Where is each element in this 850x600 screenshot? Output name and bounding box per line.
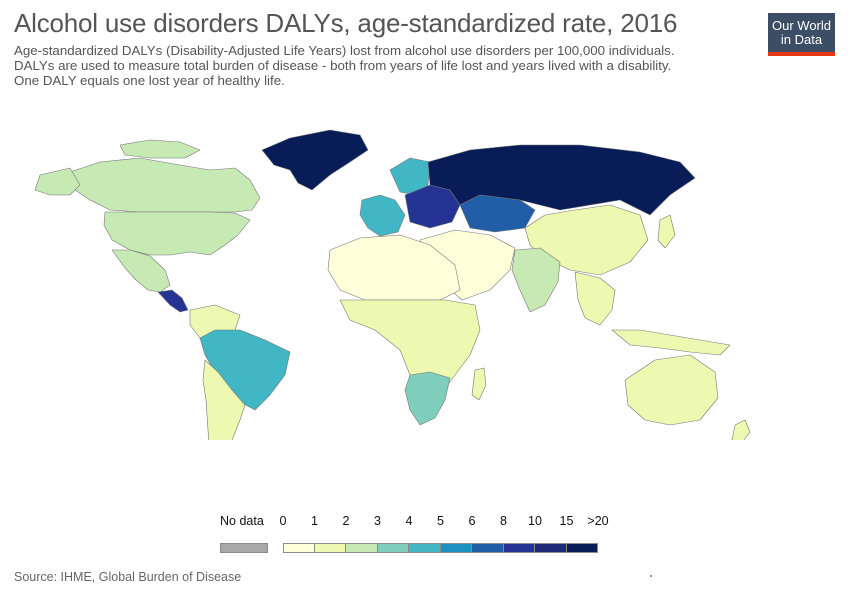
- region-new-zealand[interactable]: [731, 419, 751, 440]
- subtitle-line: DALYs are used to measure total burden o…: [14, 58, 672, 73]
- region-india[interactable]: [511, 247, 561, 313]
- region-sub-saharan-africa[interactable]: [339, 299, 481, 396]
- region-australia[interactable]: [624, 354, 719, 426]
- legend-bin[interactable]: [503, 543, 535, 553]
- chart-title: Alcohol use disorders DALYs, age-standar…: [14, 8, 678, 38]
- legend-bin[interactable]: [409, 543, 441, 553]
- region-canada[interactable]: [69, 157, 261, 213]
- legend-tick-label: 10: [528, 514, 542, 528]
- legend-bin[interactable]: [566, 543, 598, 553]
- no-data-swatch: [220, 543, 268, 553]
- legend-bin[interactable]: [472, 543, 504, 553]
- region-western-europe[interactable]: [359, 194, 406, 237]
- region-arctic-islands[interactable]: [119, 139, 201, 159]
- source-note: Source: IHME, Global Burden of Disease: [14, 570, 242, 584]
- region-mexico[interactable]: [111, 249, 171, 293]
- region-southeast-asia[interactable]: [574, 271, 616, 326]
- no-data-label: No data: [220, 514, 264, 528]
- region-japan[interactable]: [657, 214, 676, 249]
- region-united-states[interactable]: [103, 211, 251, 256]
- subtitle-line: Age-standardized DALYs (Disability-Adjus…: [14, 43, 675, 58]
- legend-bin[interactable]: [346, 543, 378, 553]
- subtitle-line: One DALY equals one lost year of healthy…: [14, 73, 285, 88]
- legend-bin[interactable]: [283, 543, 315, 553]
- region-indonesia[interactable]: [611, 329, 731, 356]
- color-legend: No data 0 1 2 3 4 5 6 8 10 15 >20: [0, 512, 850, 562]
- legend-bin[interactable]: [377, 543, 409, 553]
- region-alaska[interactable]: [34, 167, 81, 196]
- region-scandinavia[interactable]: [389, 157, 431, 196]
- region-madagascar[interactable]: [471, 367, 487, 401]
- legend-tick-label: 15: [559, 514, 574, 528]
- owid-logo[interactable]: Our World in Data: [768, 13, 835, 56]
- region-central-america[interactable]: [157, 289, 189, 313]
- legend-tick-label: 6: [468, 514, 476, 528]
- legend-tick-label: 2: [342, 514, 350, 528]
- legend-bin[interactable]: [314, 543, 346, 553]
- world-map[interactable]: [0, 110, 850, 440]
- region-russia[interactable]: [427, 144, 696, 216]
- region-southern-africa[interactable]: [404, 371, 451, 426]
- legend-tick-label: 8: [500, 514, 507, 528]
- region-kazakhstan[interactable]: [459, 194, 536, 233]
- logo-line-1: Our World: [772, 18, 831, 33]
- region-southern-south-america[interactable]: [202, 359, 246, 440]
- legend-tick-label: >20: [587, 514, 609, 528]
- legend-tick-label: 1: [311, 514, 318, 528]
- logo-line-2: in Data: [780, 32, 823, 47]
- legend-tick-label: 5: [437, 514, 444, 528]
- decorative-dot: [650, 575, 652, 577]
- legend-tick-label: 0: [279, 514, 287, 528]
- region-north-africa[interactable]: [327, 234, 461, 301]
- legend-bin[interactable]: [535, 543, 567, 553]
- legend-tick-label: 3: [374, 514, 381, 528]
- legend-bin[interactable]: [440, 543, 472, 553]
- chart-subtitle: Age-standardized DALYs (Disability-Adjus…: [14, 43, 744, 88]
- legend-tick-label: 4: [405, 514, 413, 528]
- region-greenland[interactable]: [261, 129, 369, 191]
